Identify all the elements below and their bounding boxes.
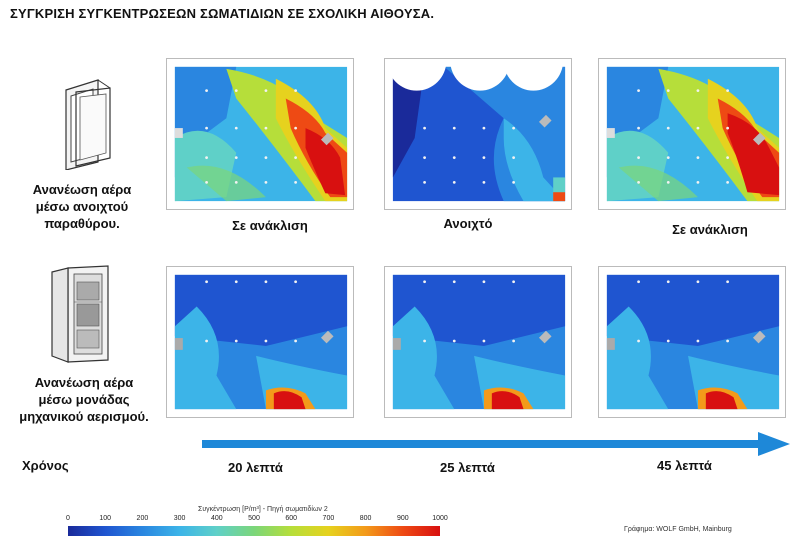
- panel-window-25min: [384, 58, 572, 210]
- panel-window-20min: [166, 58, 354, 210]
- panel-mechanical-25min: [384, 266, 572, 418]
- colorbar-tick: 600: [285, 515, 298, 522]
- colorbar: [68, 526, 440, 536]
- colorbar-tick: 100: [99, 515, 112, 522]
- colorbar-title: Συγκέντρωση [P/m³] - Πηγή σωματιδίων 2: [198, 506, 328, 513]
- window-state-label: Ανοιχτό: [443, 216, 493, 231]
- credit: Γράφημα: WOLF GmbH, Mainburg: [624, 526, 732, 533]
- colorbar-tick: 300: [173, 515, 186, 522]
- window-state-label: Σε ανάκλιση: [232, 218, 308, 233]
- panel-window-45min: [598, 58, 786, 210]
- colorbar-tick: 900: [396, 515, 409, 522]
- colorbar-tick: 700: [322, 515, 335, 522]
- panel-mechanical-45min: [598, 266, 786, 418]
- page-title: ΣΥΓΚΡΙΣΗ ΣΥΓΚΕΝΤΡΩΣΕΩΝ ΣΩΜΑΤΙΔΙΩΝ ΣΕ ΣΧΟ…: [10, 6, 435, 21]
- time-tick: 25 λεπτά: [440, 460, 495, 475]
- time-axis-label: Χρόνος: [22, 458, 69, 473]
- row-label-window: Ανανέωση αέρα μέσω ανοιχτού παραθύρου.: [32, 182, 132, 231]
- colorbar-tick: 1000: [432, 515, 448, 522]
- panel-mechanical-20min: [166, 266, 354, 418]
- window-icon: [65, 79, 111, 170]
- colorbar-tick: 400: [210, 515, 223, 522]
- time-arrow: [202, 432, 790, 456]
- row-label-mechanical: Ανανέωση αέρα μέσω μονάδας μηχανικού αερ…: [19, 375, 149, 424]
- window-state-label: Σε ανάκλιση: [672, 222, 748, 237]
- colorbar-tick: 200: [136, 515, 149, 522]
- time-tick: 20 λεπτά: [228, 460, 283, 475]
- colorbar-tick: 800: [359, 515, 372, 522]
- time-tick: 45 λεπτά: [657, 458, 712, 473]
- colorbar-tick: 500: [248, 515, 260, 522]
- colorbar-tick: 0: [66, 515, 70, 522]
- ventilation-unit-icon: [51, 265, 109, 363]
